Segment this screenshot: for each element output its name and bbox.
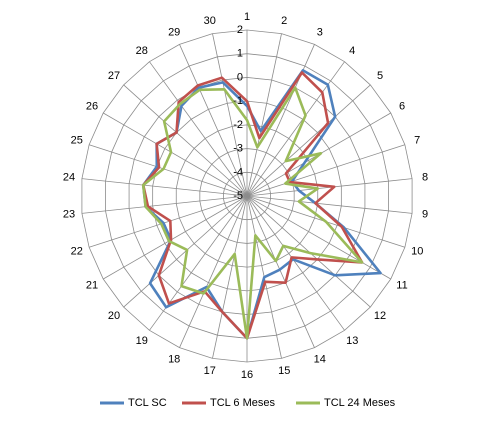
grid-spoke (123, 195, 248, 308)
tick-label: -1 (233, 95, 243, 107)
tick-label: 2 (237, 24, 243, 36)
legend-entry: TCL 6 Meses (210, 397, 276, 409)
grid-spoke (246, 33, 282, 197)
grid-spoke (179, 195, 248, 348)
category-label: 1 (244, 11, 250, 23)
grid-spoke (103, 195, 248, 280)
category-label: 28 (136, 45, 148, 57)
grid-spoke (88, 195, 248, 248)
tick-label: 1 (237, 48, 243, 60)
grid-spoke (246, 195, 315, 348)
category-label: 14 (314, 354, 326, 366)
category-label: 13 (346, 335, 358, 347)
series-line (141, 86, 364, 340)
category-label: 18 (168, 354, 180, 366)
category-label: 5 (377, 70, 383, 82)
grid-spoke (81, 178, 248, 197)
category-label: 4 (349, 45, 355, 57)
grid-spoke (212, 33, 248, 197)
series-line (141, 71, 364, 340)
radar-series (141, 69, 382, 340)
grid-spoke (246, 195, 391, 280)
category-label: 16 (241, 369, 253, 381)
category-label: 15 (278, 365, 290, 377)
category-label: 20 (108, 310, 120, 322)
grid-spoke (103, 112, 248, 197)
tick-label: -3 (233, 143, 243, 155)
legend-entry: TCL SC (128, 397, 167, 409)
category-label: 7 (414, 135, 420, 147)
grid-spoke (246, 195, 413, 214)
tick-label: -2 (233, 119, 243, 131)
radar-grid (81, 29, 413, 363)
grid-spoke (149, 61, 248, 197)
legend-entry: TCL 24 Meses (324, 397, 396, 409)
grid-spoke (246, 144, 406, 197)
tick-label: 0 (237, 71, 243, 83)
tick-label: -5 (233, 190, 243, 202)
grid-spoke (88, 144, 248, 197)
grid-spoke (179, 44, 248, 197)
category-label: 17 (204, 365, 216, 377)
category-label: 3 (317, 26, 323, 38)
category-label: 21 (86, 280, 98, 292)
category-label: 19 (136, 335, 148, 347)
category-label: 24 (63, 171, 75, 183)
category-label: 8 (422, 171, 428, 183)
category-label: 22 (71, 245, 83, 257)
grid-spoke (246, 84, 371, 197)
category-label: 9 (422, 209, 428, 221)
radial-tick-labels: -5 -4 -3 -2 -1 0 1 2 (233, 24, 243, 202)
category-label: 26 (86, 101, 98, 113)
grid-spoke (212, 195, 248, 359)
category-labels: 1 234567891011121314151617181920212223242… (63, 11, 428, 381)
grid-spoke (81, 195, 248, 214)
grid-spoke (123, 84, 248, 197)
category-label: 12 (374, 310, 386, 322)
category-label: 29 (168, 26, 180, 38)
category-label: 27 (108, 70, 120, 82)
legend: TCL SC TCL 6 Meses TCL 24 Meses (100, 397, 396, 409)
grid-spoke (246, 195, 345, 331)
category-label: 30 (204, 15, 216, 27)
category-label: 10 (411, 245, 423, 257)
category-label: 6 (399, 101, 405, 113)
category-label: 25 (71, 135, 83, 147)
tick-label: -4 (233, 166, 243, 178)
category-label: 11 (396, 280, 407, 292)
category-label: 2 (281, 15, 287, 27)
category-label: 23 (63, 209, 75, 221)
